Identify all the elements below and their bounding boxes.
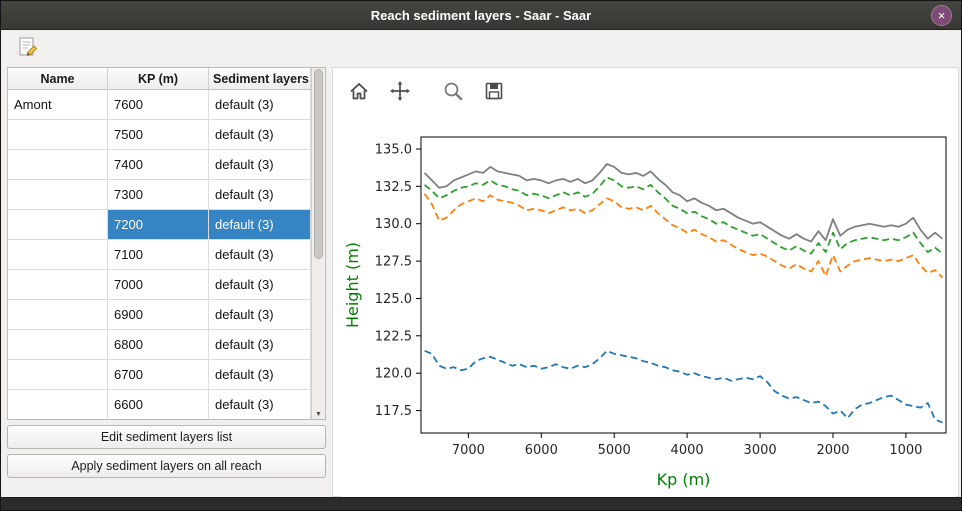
- table-row[interactable]: 7200 default (3): [8, 210, 311, 240]
- cell-name[interactable]: [8, 300, 108, 329]
- table-row[interactable]: Amont 7600 default (3): [8, 90, 311, 120]
- cell-kp[interactable]: 6800: [108, 330, 209, 359]
- home-button[interactable]: [345, 77, 373, 105]
- magnifier-icon: [444, 82, 463, 101]
- cell-name[interactable]: [8, 180, 108, 209]
- svg-text:132.5: 132.5: [375, 180, 412, 195]
- table-body: Amont 7600 default (3) 7500 default (3) 7400 d…: [8, 90, 311, 419]
- cell-name[interactable]: [8, 150, 108, 179]
- table-row[interactable]: 7500 default (3): [8, 120, 311, 150]
- svg-text:2000: 2000: [816, 443, 849, 458]
- table-row[interactable]: 7100 default (3): [8, 240, 311, 270]
- svg-text:Height (m): Height (m): [343, 242, 362, 328]
- cell-kp[interactable]: 7400: [108, 150, 209, 179]
- plot-panel: 7000 6000 5000 4000 3000 2000 1000 117.5 120.0 12…: [332, 67, 959, 497]
- cell-name[interactable]: [8, 360, 108, 389]
- svg-text:3000: 3000: [744, 443, 777, 458]
- left-panel: Name KP (m) Sediment layers Amont 7600 def…: [7, 67, 326, 497]
- cell-name[interactable]: [8, 210, 108, 239]
- cell-kp[interactable]: 7600: [108, 90, 209, 119]
- scrollbar-thumb[interactable]: [314, 69, 323, 259]
- cell-name[interactable]: [8, 270, 108, 299]
- table-row[interactable]: 7300 default (3): [8, 180, 311, 210]
- edit-sediment-layers-list-button[interactable]: Edit sediment layers list: [7, 425, 326, 449]
- scroll-down-icon[interactable]: ▼: [315, 411, 322, 418]
- table-row[interactable]: 6900 default (3): [8, 300, 311, 330]
- cell-layers[interactable]: default (3): [209, 330, 311, 359]
- cell-layers[interactable]: default (3): [209, 210, 311, 239]
- svg-text:125.0: 125.0: [375, 292, 412, 307]
- table-row[interactable]: 6600 default (3): [8, 390, 311, 419]
- sediment-table: Name KP (m) Sediment layers Amont 7600 def…: [7, 67, 326, 420]
- cell-layers[interactable]: default (3): [209, 270, 311, 299]
- close-button[interactable]: ×: [931, 5, 952, 26]
- table-row[interactable]: 7000 default (3): [8, 270, 311, 300]
- svg-text:122.5: 122.5: [375, 329, 412, 344]
- column-header-kp[interactable]: KP (m): [108, 68, 209, 89]
- cell-kp[interactable]: 7100: [108, 240, 209, 269]
- app-toolbar: [1, 30, 961, 63]
- table-row[interactable]: 6700 default (3): [8, 360, 311, 390]
- window-bottom-edge: [1, 497, 961, 510]
- cell-layers[interactable]: default (3): [209, 120, 311, 149]
- cell-layers[interactable]: default (3): [209, 300, 311, 329]
- main-content: Name KP (m) Sediment layers Amont 7600 def…: [1, 63, 961, 497]
- edit-document-icon: [19, 37, 38, 56]
- table-scrollbar[interactable]: ▼: [311, 68, 325, 419]
- svg-text:Kp (m): Kp (m): [657, 470, 711, 489]
- svg-text:1000: 1000: [889, 443, 922, 458]
- cell-layers[interactable]: default (3): [209, 150, 311, 179]
- pan-button[interactable]: [386, 77, 414, 105]
- pan-icon: [390, 81, 410, 101]
- plot-toolbar: [341, 73, 956, 109]
- cell-kp[interactable]: 7000: [108, 270, 209, 299]
- cell-kp[interactable]: 6600: [108, 390, 209, 419]
- svg-text:6000: 6000: [525, 443, 558, 458]
- edit-sediment-layers-button[interactable]: [14, 33, 42, 61]
- svg-text:130.0: 130.0: [375, 217, 412, 232]
- titlebar[interactable]: Reach sediment layers - Saar - Saar ×: [1, 1, 961, 30]
- svg-text:7000: 7000: [452, 443, 485, 458]
- svg-text:135.0: 135.0: [375, 143, 412, 158]
- svg-text:117.5: 117.5: [375, 404, 412, 419]
- profile-chart: 7000 6000 5000 4000 3000 2000 1000 117.5 120.0 12…: [341, 109, 956, 497]
- home-icon: [350, 83, 368, 100]
- close-icon: ×: [937, 8, 946, 23]
- cell-layers[interactable]: default (3): [209, 360, 311, 389]
- cell-name[interactable]: [8, 390, 108, 419]
- cell-kp[interactable]: 6700: [108, 360, 209, 389]
- cell-kp[interactable]: 6900: [108, 300, 209, 329]
- svg-text:4000: 4000: [671, 443, 704, 458]
- save-icon: [485, 82, 503, 100]
- cell-name[interactable]: Amont: [8, 90, 108, 119]
- save-button[interactable]: [480, 77, 508, 105]
- column-header-name[interactable]: Name: [8, 68, 108, 89]
- cell-kp[interactable]: 7500: [108, 120, 209, 149]
- cell-layers[interactable]: default (3): [209, 240, 311, 269]
- svg-text:5000: 5000: [598, 443, 631, 458]
- table-header: Name KP (m) Sediment layers: [8, 68, 311, 90]
- svg-text:127.5: 127.5: [375, 255, 412, 270]
- cell-layers[interactable]: default (3): [209, 180, 311, 209]
- window-title: Reach sediment layers - Saar - Saar: [370, 7, 592, 23]
- cell-layers[interactable]: default (3): [209, 390, 311, 419]
- svg-text:120.0: 120.0: [375, 367, 412, 382]
- zoom-button[interactable]: [439, 77, 467, 105]
- column-header-sediment-layers[interactable]: Sediment layers: [209, 68, 311, 89]
- cell-layers[interactable]: default (3): [209, 90, 311, 119]
- cell-kp[interactable]: 7300: [108, 180, 209, 209]
- cell-kp[interactable]: 7200: [108, 210, 209, 239]
- cell-name[interactable]: [8, 240, 108, 269]
- cell-name[interactable]: [8, 330, 108, 359]
- cell-name[interactable]: [8, 120, 108, 149]
- apply-sediment-layers-button[interactable]: Apply sediment layers on all reach: [7, 454, 326, 478]
- table-row[interactable]: 6800 default (3): [8, 330, 311, 360]
- table-row[interactable]: 7400 default (3): [8, 150, 311, 180]
